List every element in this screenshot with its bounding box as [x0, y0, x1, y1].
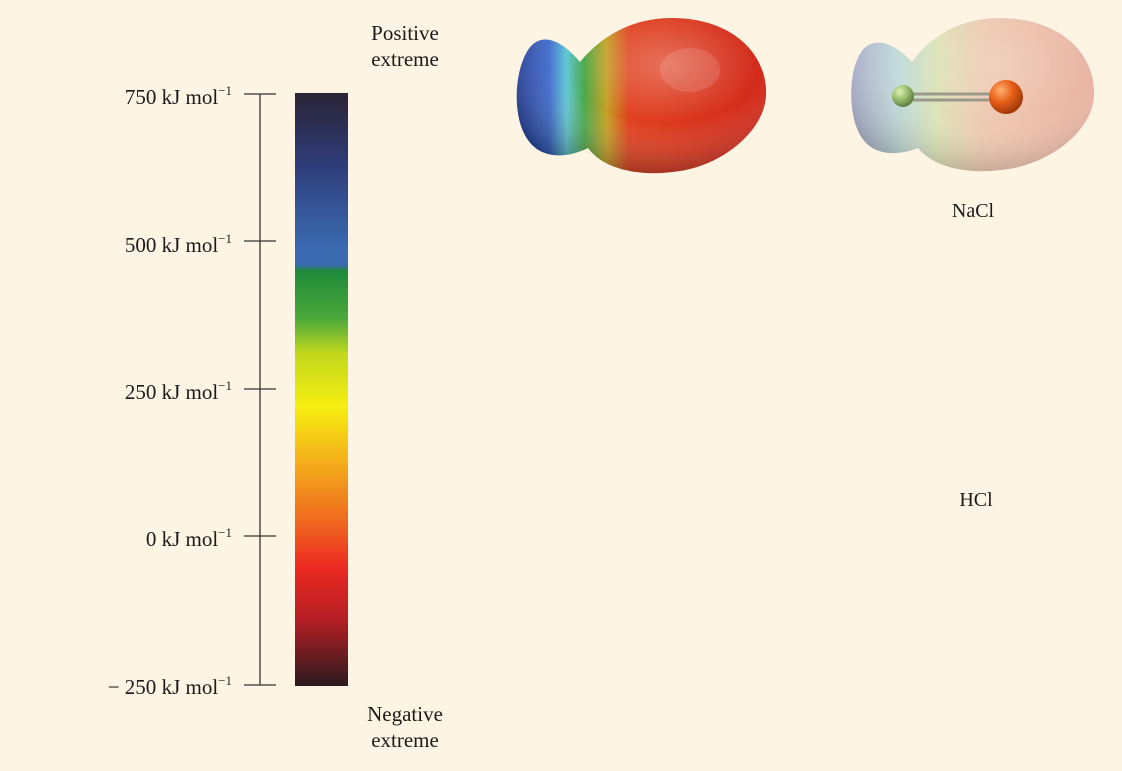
tick-label-250: 250 kJ mol−1: [124, 378, 232, 404]
negative-extreme-label: Negative extreme: [350, 701, 460, 753]
positive-label-line1: Positive: [371, 21, 439, 45]
negative-label-line2: extreme: [371, 728, 439, 752]
positive-extreme-label: Positive extreme: [350, 20, 460, 72]
negative-label-line1: Negative: [367, 702, 443, 726]
tick-label-750: 750 kJ mol−1: [124, 83, 232, 109]
potential-color-bar: [295, 93, 348, 686]
nacl-potential-surface: [516, 18, 767, 174]
tick-label-0: 0 kJ mol−1: [145, 525, 232, 551]
nacl-ball-and-stick: [851, 18, 1095, 172]
tick-label-minus250: − 250 kJ mol−1: [107, 673, 232, 699]
positive-label-line2: extreme: [371, 47, 439, 71]
hcl-label: HCl: [959, 489, 993, 511]
tick-label-500: 500 kJ mol−1: [124, 231, 232, 257]
scale-axis: [244, 93, 276, 686]
nacl-label: NaCl: [951, 200, 995, 222]
